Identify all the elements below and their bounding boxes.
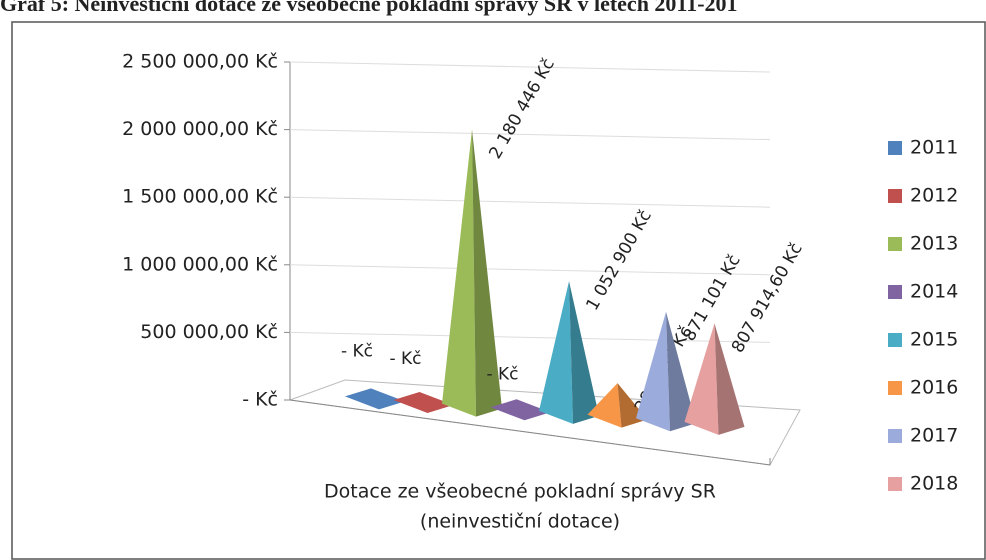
legend-swatch	[888, 285, 902, 299]
y-tick-label: 2 000 000,00 Kč	[122, 118, 278, 140]
pyramid-face-left	[539, 281, 573, 424]
grid-line	[289, 264, 771, 276]
pyramid-face-left	[442, 129, 476, 417]
pyramid-face-left	[636, 311, 670, 432]
grid-line	[289, 196, 771, 208]
grid-line	[289, 129, 771, 141]
pyramid-base	[393, 392, 454, 414]
data-label: - Kč	[389, 349, 421, 369]
legend-swatch	[888, 141, 902, 155]
pyramid-base	[345, 388, 405, 410]
x-axis	[289, 399, 771, 466]
y-tick-label: 2 500 000,00 Kč	[122, 51, 278, 73]
data-label: - Kč	[341, 341, 373, 361]
x-axis-label: (neinvestiční dotace)	[420, 511, 620, 533]
y-tick-label: - Kč	[242, 389, 278, 411]
legend-label: 2016	[910, 377, 958, 399]
pyramid-face-left	[587, 383, 622, 428]
x-axis-label: Dotace ze všeobecné pokladní správy SR	[324, 481, 716, 503]
legend-label: 2013	[910, 233, 958, 255]
legend-label: 2015	[910, 329, 958, 351]
pyramid-face-right	[714, 323, 745, 435]
grid-line	[289, 331, 771, 343]
grid-line	[289, 61, 771, 73]
pyramid-face-right	[569, 281, 599, 424]
legend-swatch	[888, 477, 902, 491]
legend-swatch	[888, 333, 902, 347]
legend-swatch	[888, 237, 902, 251]
legend-label: 2014	[910, 281, 958, 303]
pyramid-face-right	[472, 129, 502, 417]
pyramid-face-right	[666, 311, 696, 432]
data-label: - Kč	[486, 364, 518, 384]
legend-label: 2012	[910, 185, 958, 207]
legend-swatch	[888, 381, 902, 395]
pyramid-face-left	[684, 323, 719, 435]
pyramid-base	[490, 399, 551, 421]
legend-label: 2018	[910, 473, 958, 495]
legend-swatch	[888, 429, 902, 443]
legend-label: 2011	[910, 137, 958, 159]
y-tick-label: 1 000 000,00 Kč	[122, 253, 278, 275]
chart-frame	[11, 21, 986, 560]
y-tick-label: 1 500 000,00 Kč	[122, 186, 278, 208]
legend-label: 2017	[910, 425, 958, 447]
y-tick-label: 500 000,00 Kč	[140, 321, 278, 343]
chart-title: Graf 5: Neinvestiční dotace ze všeobecné…	[0, 0, 738, 16]
legend-swatch	[888, 189, 902, 203]
